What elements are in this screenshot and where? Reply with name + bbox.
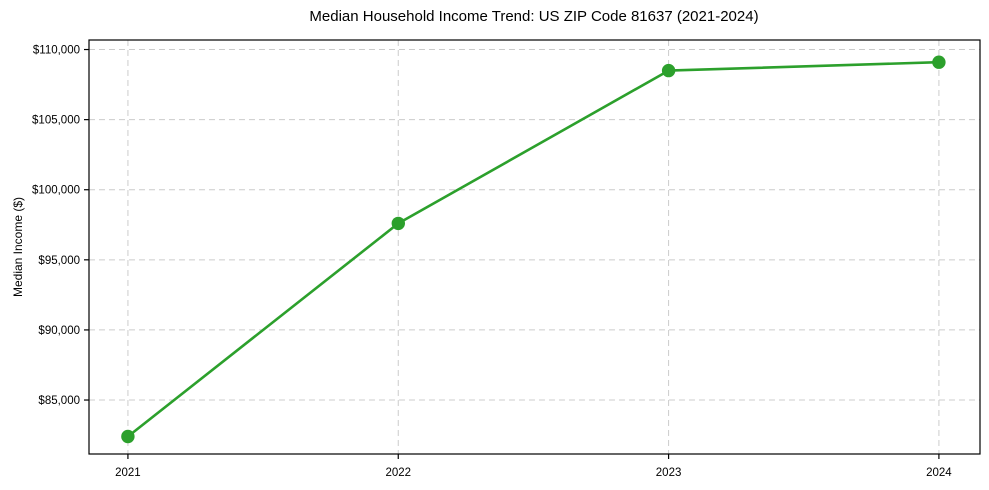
y-tick-label: $105,000 bbox=[32, 115, 80, 127]
axis-ticks bbox=[84, 48, 940, 459]
data-series bbox=[121, 55, 946, 444]
x-tick-label: 2024 bbox=[926, 467, 952, 479]
y-tick-label: $85,000 bbox=[38, 395, 80, 407]
y-tick-label: $110,000 bbox=[33, 45, 80, 57]
y-axis-label: Median Income ($) bbox=[11, 197, 25, 297]
x-tick-label: 2021 bbox=[115, 467, 141, 479]
data-point-2021 bbox=[121, 429, 135, 444]
data-point-2022 bbox=[391, 216, 405, 231]
axis-tick-labels: $85,000 $90,000 $95,000 $100,000 $105,000 $11… bbox=[32, 45, 952, 479]
y-tick-label: $95,000 bbox=[38, 255, 80, 267]
plot-border bbox=[88, 39, 981, 455]
y-tick-label: $90,000 bbox=[38, 325, 80, 337]
chart-title: Median Household Income Trend: US ZIP Co… bbox=[309, 8, 758, 25]
data-point-2024 bbox=[932, 55, 946, 69]
data-point-2023 bbox=[661, 63, 676, 78]
x-tick-label: 2023 bbox=[656, 467, 682, 479]
trend-line bbox=[126, 60, 941, 438]
y-tick-label: $100,000 bbox=[32, 185, 80, 197]
gridlines bbox=[89, 40, 980, 454]
x-tick-label: 2022 bbox=[385, 467, 411, 479]
